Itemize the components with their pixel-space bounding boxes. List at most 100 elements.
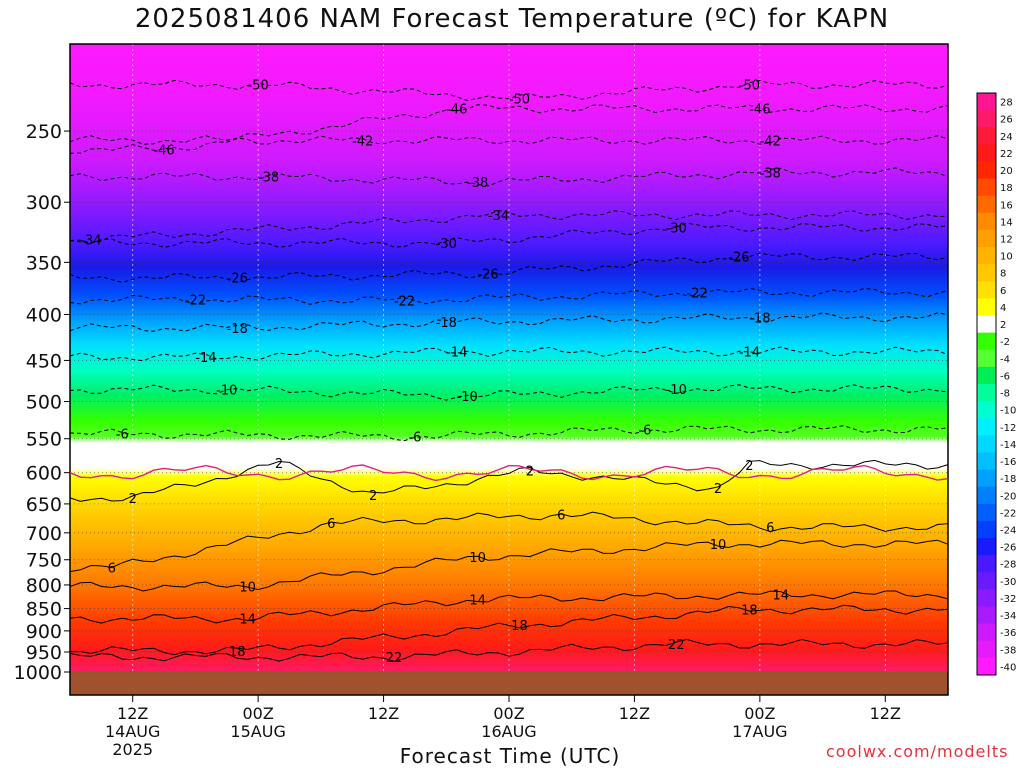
colorbar-swatch-16 — [977, 366, 996, 385]
contour-line--22-13 — [69, 287, 949, 305]
colorbar-swatch-5 — [977, 178, 996, 197]
contour-label-50: 18 — [741, 604, 758, 619]
colorbar-label-6: 16 — [1000, 200, 1013, 211]
contour-label-35: 2 — [745, 459, 753, 474]
chart-title: 2025081406 NAM Forecast Temperature (ºC)… — [134, 4, 890, 34]
colorbar-label-26: -26 — [1000, 543, 1016, 554]
contour-label-5: -46 — [153, 143, 174, 158]
contour-label-24: -14 — [195, 351, 216, 366]
contour-label-28: -10 — [457, 390, 478, 405]
contour-line--46-7 — [69, 104, 949, 154]
contour-label-22: -18 — [227, 322, 248, 337]
contour-label-26: -14 — [739, 346, 760, 361]
contour-label-14: -30 — [436, 237, 457, 252]
contour-label-46: 14 — [469, 593, 486, 608]
contour-label-27: -10 — [216, 384, 237, 399]
x-tick-label-4: 12Z — [619, 704, 650, 723]
contour-line-10-2 — [69, 539, 949, 592]
colorbar-swatch-22 — [977, 469, 996, 488]
x-tick-label-6: 12Z — [870, 704, 901, 723]
colorbar-label-0: 28 — [1000, 98, 1013, 109]
colorbar-label-22: -18 — [1000, 474, 1016, 485]
colorbar-swatch-13 — [977, 315, 996, 334]
contour-line-18-4 — [69, 604, 949, 656]
colorbar-label-31: -36 — [1000, 628, 1016, 639]
x-tick-date-3: 16AUG — [481, 722, 536, 741]
y-tick-label-800: 800 — [26, 575, 62, 597]
colorbar-swatch-24 — [977, 503, 996, 522]
contour-line-14-3 — [69, 590, 949, 624]
contour-line--26-12 — [69, 252, 949, 283]
contour-label-21: -18 — [749, 311, 770, 326]
colorbar-swatch-15 — [977, 349, 996, 368]
contour-label-10: -38 — [760, 166, 781, 181]
contour-label-0: -50 — [248, 79, 269, 94]
colorbar-swatch-9 — [977, 247, 996, 265]
colorbar-label-3: 22 — [1000, 149, 1013, 160]
colorbar-swatch-33 — [977, 657, 996, 676]
colorbar-label-28: -30 — [1000, 577, 1016, 588]
contour-label-47: 14 — [772, 589, 789, 604]
colorbar-label-1: 26 — [1000, 115, 1013, 126]
y-tick-label-350: 350 — [26, 252, 62, 274]
colorbar-swatch-26 — [977, 538, 996, 556]
colorbar-label-19: -12 — [1000, 423, 1016, 434]
y-tick-label-400: 400 — [26, 304, 62, 326]
contour-line--6-17 — [69, 425, 949, 442]
contour-label-23: -18 — [436, 316, 457, 331]
contour-label-13: -30 — [666, 221, 687, 236]
colorbar-swatch-14 — [977, 332, 996, 351]
colorbar-label-2: 24 — [1000, 132, 1013, 143]
contour-label-7: -42 — [760, 134, 781, 149]
y-tick-label-600: 600 — [26, 463, 62, 485]
contour-label-12: -34 — [80, 233, 101, 248]
contour-label-25: -14 — [446, 346, 467, 361]
colorbar-label-12: 4 — [1000, 303, 1006, 314]
freezing-line — [69, 464, 949, 482]
colorbar-label-13: 2 — [1000, 320, 1006, 331]
contour-label-42: 6 — [108, 561, 116, 576]
contour-line--18-14 — [69, 312, 949, 332]
colorbar-label-15: -4 — [1000, 354, 1010, 365]
x-tick-label-0: 12Z — [117, 704, 148, 723]
colorbar-swatch-23 — [977, 486, 996, 505]
contour-line--34-10 — [69, 209, 949, 244]
colorbar-label-5: 18 — [1000, 183, 1013, 194]
y-tick-label-450: 450 — [26, 350, 62, 372]
contour-line--10-16 — [69, 384, 949, 401]
y-tick-label-250: 250 — [26, 121, 62, 143]
colorbar-swatch-10 — [977, 264, 996, 282]
contour-label-40: 6 — [557, 509, 565, 524]
contour-label-36: 2 — [129, 492, 137, 507]
contour-label-29: -10 — [666, 383, 687, 398]
contour-label-6: -42 — [352, 134, 373, 149]
contour-label-53: 22 — [668, 638, 685, 653]
colorbar-swatch-30 — [977, 606, 996, 625]
x-tick-year-0: 2025 — [112, 740, 153, 759]
contour-label-41: 6 — [766, 521, 774, 536]
contour-label-37: 2 — [369, 489, 377, 504]
colorbar-label-14: -2 — [1000, 337, 1010, 348]
colorbar-swatch-2 — [977, 127, 996, 145]
colorbar-label-11: 6 — [1000, 286, 1006, 297]
colorbar-label-7: 14 — [1000, 217, 1013, 228]
y-tick-label-750: 750 — [26, 550, 62, 572]
contour-label-30: -6 — [116, 428, 129, 443]
contour-line--50-6 — [69, 79, 949, 102]
y-tick-label-300: 300 — [26, 192, 62, 214]
contour-label-33: 2 — [275, 457, 283, 472]
contour-label-4: -46 — [749, 103, 770, 118]
colorbar-swatch-17 — [977, 384, 996, 402]
colorbar-swatch-3 — [977, 144, 996, 162]
contour-label-20: -22 — [687, 286, 708, 301]
y-tick-label-550: 550 — [26, 429, 62, 451]
colorbar-label-33: -40 — [1000, 662, 1016, 673]
contour-label-16: -26 — [227, 272, 248, 287]
colorbar-label-32: -38 — [1000, 645, 1016, 656]
colorbar-label-20: -14 — [1000, 440, 1016, 451]
contour-lines — [69, 79, 949, 662]
colorbar-label-9: 10 — [1000, 252, 1013, 263]
credit-link[interactable]: coolwx.com/modelts — [826, 742, 1009, 761]
x-tick-label-5: 00Z — [744, 704, 775, 723]
